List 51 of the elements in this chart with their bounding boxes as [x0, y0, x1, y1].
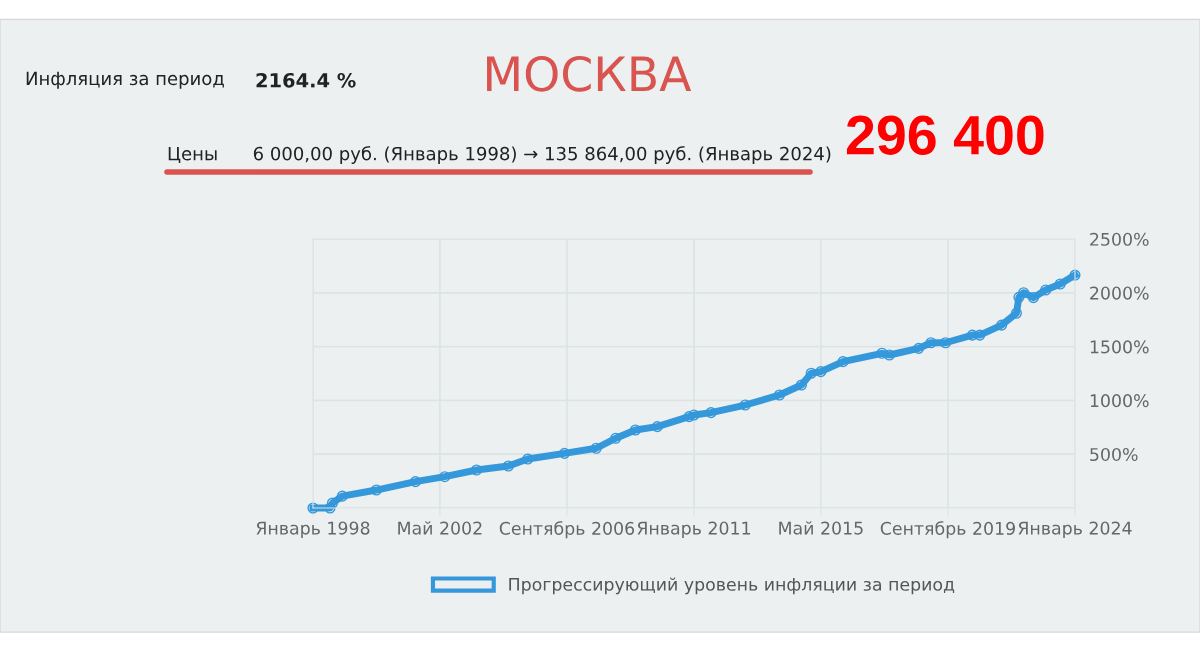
point: [326, 497, 339, 509]
legend-label: Прогрессирующий уровень инфляции за период: [509, 577, 955, 595]
text: 2164.4 %: [256, 72, 356, 88]
point: [913, 342, 925, 354]
y-tick-label: 2000%: [1090, 286, 1149, 300]
point: [815, 366, 827, 378]
point: [324, 502, 336, 514]
y-tick-label: 1500%: [1090, 340, 1149, 354]
point: [336, 490, 348, 502]
point: [805, 367, 817, 379]
point: [739, 399, 751, 411]
point: [629, 424, 641, 436]
x-tick-label: Январь 2024: [1018, 521, 1132, 538]
point: [1013, 291, 1025, 303]
point: [610, 432, 622, 444]
chart-title: МОСКВА: [487, 55, 692, 92]
point: [1018, 287, 1030, 299]
point: [837, 356, 849, 368]
point: [439, 471, 451, 483]
point: [1054, 278, 1066, 290]
x-tick-label: Сентябрь 2006: [499, 521, 635, 539]
point: [876, 347, 888, 359]
point: [773, 389, 786, 401]
text: Цены 6 000,00 руб. (Январь 1998) → 135 864,00 руб. (Январь 2024): [168, 146, 831, 164]
text: 296 400: [846, 115, 1044, 155]
x-tick-label: Январь 1998: [256, 521, 370, 538]
point: [522, 453, 534, 465]
point: [590, 442, 602, 454]
point: [651, 421, 663, 433]
point: [705, 407, 717, 419]
point: [1069, 269, 1081, 281]
point: [688, 409, 700, 421]
y-tick-label: 1000%: [1090, 394, 1149, 408]
point: [1040, 284, 1052, 296]
x-tick-label: Сентябрь 2019: [880, 521, 1015, 539]
point: [683, 411, 695, 423]
point: [996, 319, 1008, 331]
point: [795, 379, 808, 391]
y-tick-label: 500%: [1090, 447, 1138, 462]
point: [470, 464, 483, 476]
point: [1027, 292, 1039, 304]
x-tick-label: Май 2015: [779, 521, 863, 535]
y-tick-label: 2500%: [1090, 232, 1149, 246]
text: Инфляция за период: [26, 71, 224, 89]
point: [925, 337, 937, 349]
point: [502, 460, 514, 472]
point: [1010, 307, 1022, 319]
x-tick-label: Январь 2011: [637, 521, 751, 538]
x-tick-label: Май 2002: [398, 521, 482, 535]
point: [409, 476, 422, 488]
point: [370, 484, 382, 496]
